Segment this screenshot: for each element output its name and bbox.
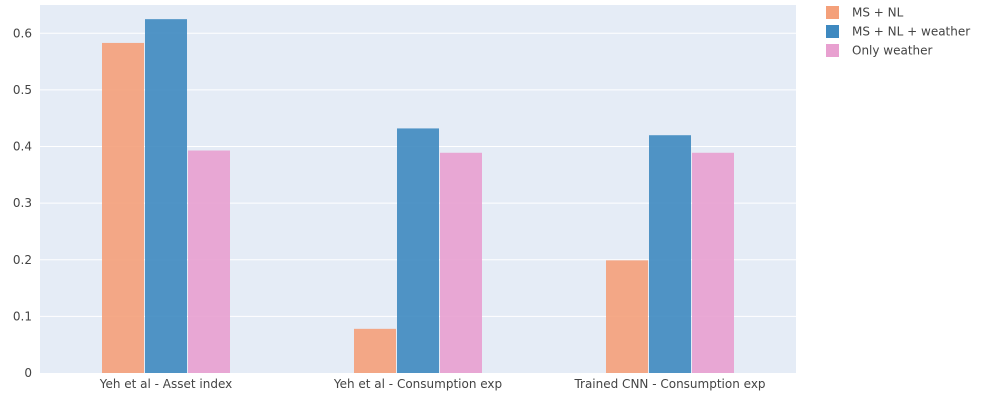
legend-label[interactable]: MS + NL <box>852 6 904 20</box>
bar[interactable] <box>606 260 648 373</box>
y-tick-label: 0.4 <box>13 140 32 154</box>
x-axis-ticks: Yeh et al - Asset index Yeh et al - Consu… <box>99 377 766 391</box>
y-tick-label: 0 <box>24 366 32 380</box>
y-tick-label: 0.6 <box>13 26 32 40</box>
y-tick-label: 0.3 <box>13 196 32 210</box>
x-tick-label: Trained CNN - Consumption exp <box>573 377 765 391</box>
y-tick-label: 0.1 <box>13 309 32 323</box>
bar[interactable] <box>354 328 396 373</box>
x-tick-label: Yeh et al - Consumption exp <box>333 377 502 391</box>
bar[interactable] <box>102 42 144 373</box>
legend-swatch[interactable] <box>826 44 839 57</box>
y-tick-label: 0.5 <box>13 83 32 97</box>
legend[interactable]: MS + NL MS + NL + weather Only weather <box>826 6 970 58</box>
x-tick-label: Yeh et al - Asset index <box>99 377 233 391</box>
y-axis-ticks: 0 0.1 0.2 0.3 0.4 0.5 0.6 <box>13 26 32 380</box>
legend-label[interactable]: Only weather <box>852 44 933 58</box>
y-tick-label: 0.2 <box>13 253 32 267</box>
bar[interactable] <box>692 152 734 373</box>
legend-swatch[interactable] <box>826 25 839 38</box>
bar[interactable] <box>649 135 691 373</box>
bar[interactable] <box>145 19 187 374</box>
legend-swatch[interactable] <box>826 6 839 19</box>
bar[interactable] <box>397 128 439 373</box>
legend-label[interactable]: MS + NL + weather <box>852 25 970 39</box>
bar[interactable] <box>440 152 482 373</box>
bar[interactable] <box>188 150 230 373</box>
bars <box>102 19 734 374</box>
